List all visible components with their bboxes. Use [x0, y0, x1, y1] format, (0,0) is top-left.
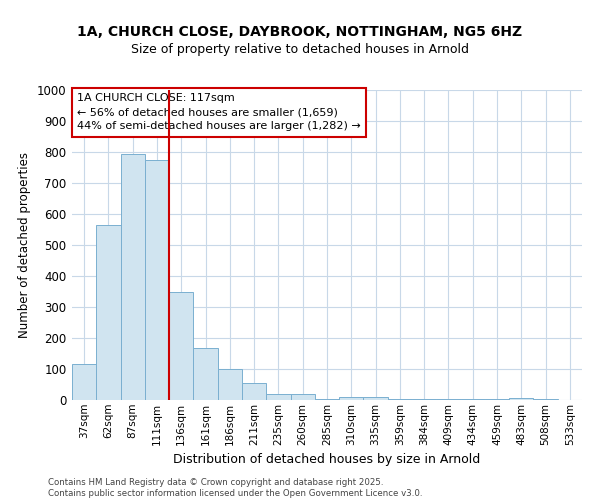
Bar	[145, 160, 169, 400]
Bar	[218, 369, 242, 400]
Text: Size of property relative to detached houses in Arnold: Size of property relative to detached ho…	[131, 42, 469, 56]
Text: Contains HM Land Registry data © Crown copyright and database right 2025.
Contai: Contains HM Land Registry data © Crown c…	[48, 478, 422, 498]
Bar	[290, 394, 315, 400]
Text: 1A, CHURCH CLOSE, DAYBROOK, NOTTINGHAM, NG5 6HZ: 1A, CHURCH CLOSE, DAYBROOK, NOTTINGHAM, …	[77, 25, 523, 39]
Bar	[339, 397, 364, 400]
Bar	[72, 364, 96, 400]
Bar	[169, 292, 193, 400]
Bar	[121, 154, 145, 400]
Bar	[509, 398, 533, 400]
Bar	[193, 348, 218, 400]
Bar	[242, 383, 266, 400]
Bar	[266, 394, 290, 400]
Y-axis label: Number of detached properties: Number of detached properties	[18, 152, 31, 338]
X-axis label: Distribution of detached houses by size in Arnold: Distribution of detached houses by size …	[173, 453, 481, 466]
Text: 1A CHURCH CLOSE: 117sqm
← 56% of detached houses are smaller (1,659)
44% of semi: 1A CHURCH CLOSE: 117sqm ← 56% of detache…	[77, 93, 361, 131]
Bar	[96, 225, 121, 400]
Bar	[364, 397, 388, 400]
